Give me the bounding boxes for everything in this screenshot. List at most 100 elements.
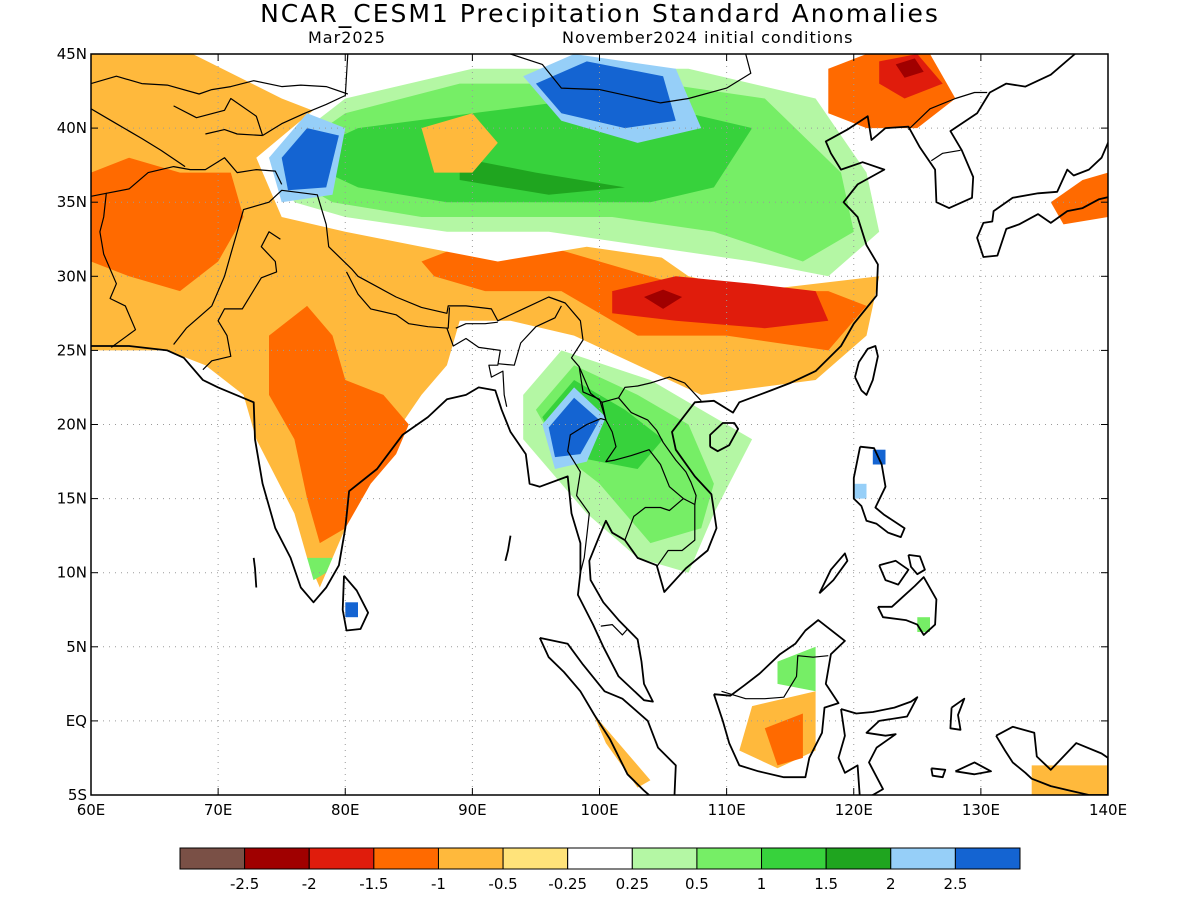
border-12 bbox=[497, 305, 562, 366]
legend-label-2: -1.5 bbox=[359, 875, 388, 893]
border-layer bbox=[91, 54, 1108, 759]
border-16 bbox=[624, 498, 684, 541]
initial-conditions-label: November2024 initial conditions bbox=[562, 28, 854, 47]
coastline-15 bbox=[930, 767, 947, 779]
map-title: NCAR_CESM1 Precipitation Standard Anomal… bbox=[260, 0, 940, 28]
coastline-13 bbox=[949, 697, 966, 731]
lat-label-15N: 15N bbox=[57, 490, 87, 508]
border-19 bbox=[907, 91, 988, 131]
anomaly-region-4 bbox=[612, 276, 829, 329]
lon-label-120E: 120E bbox=[835, 801, 873, 819]
border-3 bbox=[106, 157, 283, 194]
legend-label-3: -1 bbox=[431, 875, 446, 893]
coastline-1 bbox=[976, 140, 1108, 258]
coastline-17 bbox=[252, 557, 258, 588]
anomaly-field-layer bbox=[91, 54, 1108, 795]
lon-label-70E: 70E bbox=[204, 801, 233, 819]
lat-label-10N: 10N bbox=[57, 564, 87, 582]
legend-label-9: 1.5 bbox=[814, 875, 838, 893]
anomaly-region-1 bbox=[91, 157, 244, 292]
legend-label-1: -2 bbox=[302, 875, 317, 893]
lat-label-45N: 45N bbox=[57, 45, 87, 63]
anomaly-region-29 bbox=[307, 557, 333, 581]
color-legend: -2.5 -2 -1.5 -1 -0.5 -0.25 0.25 0.5 1 1.5 2 2.5 bbox=[179, 847, 1021, 893]
lat-label-5S: 5S bbox=[68, 786, 87, 804]
coastline-2 bbox=[854, 345, 879, 396]
anomaly-region-7 bbox=[879, 54, 943, 99]
lat-label-25N: 25N bbox=[57, 341, 87, 359]
border-6 bbox=[205, 129, 263, 137]
anomaly-region-28 bbox=[593, 713, 651, 788]
coastline-4 bbox=[341, 575, 370, 632]
legend-swatch-11 bbox=[890, 847, 956, 870]
coastline-0 bbox=[91, 54, 1076, 703]
lat-label-30N: 30N bbox=[57, 267, 87, 285]
coastline-5 bbox=[538, 637, 677, 795]
lat-label-5N: 5N bbox=[66, 638, 87, 656]
border-18 bbox=[721, 655, 829, 700]
legend-swatch-0 bbox=[179, 847, 246, 870]
coastline-6 bbox=[713, 619, 846, 779]
coastline-9 bbox=[878, 559, 910, 586]
coastline-12 bbox=[818, 552, 849, 595]
border-15 bbox=[618, 397, 697, 505]
legend-label-8: 1 bbox=[757, 875, 767, 893]
lon-label-90E: 90E bbox=[458, 801, 487, 819]
legend-swatch-9 bbox=[761, 847, 827, 870]
lon-label-130E: 130E bbox=[962, 801, 1000, 819]
anomaly-region-30 bbox=[345, 602, 358, 618]
coastline-layer bbox=[91, 54, 1108, 795]
anomaly-region-13 bbox=[459, 157, 625, 195]
legend-swatch-10 bbox=[825, 847, 892, 870]
border-2 bbox=[91, 192, 137, 348]
legend-label-4: -0.5 bbox=[488, 875, 517, 893]
forecast-month: Mar2025 bbox=[308, 28, 386, 47]
anomaly-region-5 bbox=[644, 289, 683, 309]
anomaly-region-26 bbox=[1031, 765, 1108, 795]
legend-swatch-12 bbox=[954, 847, 1021, 870]
border-1 bbox=[262, 54, 752, 137]
anomaly-region-27 bbox=[1050, 172, 1108, 225]
lon-label-80E: 80E bbox=[331, 801, 360, 819]
border-13 bbox=[601, 402, 696, 568]
border-10 bbox=[455, 321, 498, 329]
anomaly-region-23 bbox=[548, 397, 600, 458]
anomaly-region-16 bbox=[535, 61, 676, 129]
anomaly-region-8 bbox=[895, 58, 924, 78]
legend-label-11: 2.5 bbox=[943, 875, 967, 893]
coastline-14 bbox=[995, 725, 1108, 795]
border-8 bbox=[202, 231, 281, 371]
anomaly-region-25 bbox=[764, 713, 803, 766]
axis-ticks: 60E 70E 80E 90E 100E 110E 120E 130E 140E 45N 40N 35… bbox=[57, 45, 1127, 819]
legend-swatch-8 bbox=[696, 847, 763, 870]
lon-label-60E: 60E bbox=[77, 801, 106, 819]
border-4 bbox=[91, 108, 186, 168]
coastline-8 bbox=[852, 445, 906, 538]
legend-label-5: -0.25 bbox=[548, 875, 587, 893]
coastline-7 bbox=[837, 696, 919, 795]
border-20 bbox=[930, 149, 961, 162]
lon-label-140E: 140E bbox=[1089, 801, 1127, 819]
lon-label-110E: 110E bbox=[708, 801, 746, 819]
lat-label-35N: 35N bbox=[57, 193, 87, 211]
border-14 bbox=[567, 366, 607, 573]
legend-swatch-7 bbox=[631, 847, 698, 870]
coastline-3 bbox=[709, 422, 739, 453]
border-7 bbox=[91, 75, 348, 95]
legend-label-10: 2 bbox=[886, 875, 896, 893]
border-17 bbox=[600, 623, 628, 636]
border-21 bbox=[1107, 757, 1108, 759]
legend-swatch-1 bbox=[244, 847, 310, 870]
anomaly-region-18 bbox=[281, 128, 339, 191]
border-11 bbox=[446, 327, 508, 407]
lat-label-40N: 40N bbox=[57, 119, 87, 137]
legend-swatch-6 bbox=[567, 847, 633, 870]
legend-label-0: -2.5 bbox=[230, 875, 259, 893]
legend-swatch-3 bbox=[373, 847, 439, 870]
anomaly-region-2 bbox=[269, 305, 409, 544]
border-5 bbox=[173, 97, 264, 136]
legend-swatch-5 bbox=[502, 847, 569, 870]
coastline-16 bbox=[955, 761, 992, 776]
legend-label-7: 0.5 bbox=[685, 875, 709, 893]
